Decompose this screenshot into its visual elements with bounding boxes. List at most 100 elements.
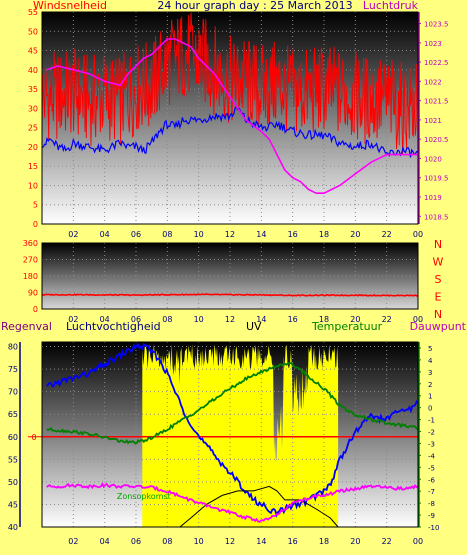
wind-y-tick-label: 0 bbox=[33, 220, 38, 229]
dewpoint-series bbox=[46, 482, 419, 523]
humidity-tick-label: 55 bbox=[8, 455, 18, 464]
wind-x-tick-label: 02 bbox=[68, 230, 78, 239]
wind-x-tick-label: 22 bbox=[382, 230, 392, 239]
wind-direction-series bbox=[41, 293, 419, 297]
wind-series bbox=[41, 11, 419, 194]
climate-x-tick-label: 10 bbox=[194, 537, 204, 546]
climate-x-tick-label: 22 bbox=[382, 537, 392, 546]
wind-y-tick-label: 15 bbox=[28, 162, 38, 171]
climate-x-tick-label: 18 bbox=[319, 537, 329, 546]
humidity-tick-label: 50 bbox=[8, 478, 18, 487]
direction-x-tick-label: 12 bbox=[225, 315, 235, 324]
pressure-tick-label: 1019 bbox=[424, 194, 442, 202]
climate-x-tick-label: 04 bbox=[100, 537, 110, 546]
temperature-tick-label: -8 bbox=[428, 500, 435, 508]
direction-x-tick-label: 02 bbox=[68, 315, 78, 324]
temperature-tick-label: -1 bbox=[428, 417, 435, 425]
pressure-tick-label: 1023.5 bbox=[424, 21, 449, 29]
wind-x-tick-label: 08 bbox=[162, 230, 172, 239]
wind-pressure-chart: 02 04 06 08 10 12 14 16 18 20 22 000510152025303540… bbox=[28, 0, 449, 239]
humidity-tick-label: 70 bbox=[8, 388, 18, 397]
climate-series bbox=[42, 342, 419, 528]
temperature-tick-label: -5 bbox=[428, 464, 435, 472]
climate-frame bbox=[41, 341, 419, 528]
dewpoint-label: Dauwpunt bbox=[410, 320, 467, 333]
direction-x-tick-label: 18 bbox=[319, 315, 329, 324]
climate-chart: 02 04 06 08 10 12 14 16 18 20 22 004045505560657075… bbox=[1, 320, 467, 546]
direction-x-tick-label: 08 bbox=[162, 315, 172, 324]
direction-frame bbox=[41, 242, 419, 310]
daylight-band bbox=[142, 344, 339, 527]
wind-right-label: Luchtdruk bbox=[363, 0, 419, 12]
rain-label: Regenval bbox=[1, 320, 52, 333]
wind-x-tick-label: 18 bbox=[319, 230, 329, 239]
temperature-tick-label: 0 bbox=[428, 405, 432, 413]
direction-y-tick-label: 360 bbox=[23, 239, 38, 248]
direction-x-tick-label: 04 bbox=[100, 315, 110, 324]
wind-y-tick-label: 50 bbox=[28, 27, 38, 36]
humidity-tick-label: 80 bbox=[8, 343, 18, 352]
wind-y-tick-label: 45 bbox=[28, 47, 38, 56]
wind-y-tick-label: 40 bbox=[28, 66, 38, 75]
temperature-tick-label: -6 bbox=[428, 476, 436, 484]
climate-x-tick-label: 14 bbox=[256, 537, 266, 546]
temperature-tick-label: 5 bbox=[428, 345, 432, 353]
pressure-tick-label: 1022 bbox=[424, 78, 442, 86]
compass-letter: N bbox=[434, 238, 442, 251]
climate-x-tick-label: 20 bbox=[350, 537, 360, 546]
daylight-area bbox=[142, 344, 339, 527]
direction-y-tick-label: 270 bbox=[23, 256, 38, 265]
rain-tick-label: 0 bbox=[31, 433, 36, 442]
wind-x-tick-label: 04 bbox=[100, 230, 110, 239]
wind-x-tick-label: 14 bbox=[256, 230, 266, 239]
direction-x-tick-label: 10 bbox=[194, 315, 204, 324]
pressure-tick-label: 1019.5 bbox=[424, 175, 449, 183]
pressure-tick-label: 1022.5 bbox=[424, 59, 449, 67]
wind-y-tick-label: 35 bbox=[28, 85, 38, 94]
compass-letter: S bbox=[435, 273, 442, 286]
humidity-series bbox=[46, 342, 419, 518]
temperature-tick-label: -9 bbox=[428, 512, 435, 520]
temperature-series bbox=[46, 361, 419, 445]
climate-x-tick-label: 08 bbox=[162, 537, 172, 546]
temperature-tick-label: 4 bbox=[428, 357, 433, 365]
wind-x-tick-label: 06 bbox=[131, 230, 141, 239]
humidity-tick-label: 75 bbox=[8, 365, 18, 374]
wind-y-tick-label: 10 bbox=[28, 181, 38, 190]
direction-y-tick-label: 0 bbox=[33, 305, 38, 314]
wind-y-tick-label: 5 bbox=[33, 201, 38, 210]
pressure-tick-label: 1020.5 bbox=[424, 136, 449, 144]
wind-average-series bbox=[41, 104, 419, 158]
wind-x-tick-label: 16 bbox=[288, 230, 298, 239]
humidity-tick-label: 40 bbox=[8, 523, 18, 532]
compass-letter: E bbox=[435, 291, 442, 304]
wind-x-tick-label: 12 bbox=[225, 230, 235, 239]
uv-series bbox=[142, 485, 339, 528]
direction-x-tick-label: 22 bbox=[382, 315, 392, 324]
temperature-tick-label: 3 bbox=[428, 369, 432, 377]
compass-letter: N bbox=[434, 308, 442, 321]
pressure-tick-label: 1018.5 bbox=[424, 213, 449, 221]
direction-x-tick-label: 20 bbox=[350, 315, 360, 324]
wind-frame bbox=[41, 11, 419, 225]
pressure-tick-label: 1021 bbox=[424, 117, 442, 125]
humidity-tick-label: 60 bbox=[8, 433, 18, 442]
pressure-tick-label: 1021.5 bbox=[424, 98, 449, 106]
climate-x-tick-label: 02 bbox=[68, 537, 78, 546]
direction-x-tick-label: 16 bbox=[288, 315, 298, 324]
direction-x-tick-label: 06 bbox=[131, 315, 141, 324]
climate-x-tick-label: 12 bbox=[225, 537, 235, 546]
pressure-tick-label: 1023 bbox=[424, 40, 442, 48]
wind-x-tick-label: 10 bbox=[194, 230, 204, 239]
wind-x-tick-label: 20 bbox=[350, 230, 360, 239]
chart-title: 24 hour graph day : 25 March 2013 bbox=[157, 0, 352, 12]
wind-gust-series bbox=[41, 11, 419, 155]
wind-x-tick-label: 00 bbox=[413, 230, 423, 239]
direction-y-tick-label: 90 bbox=[28, 289, 38, 298]
temperature-tick-label: -2 bbox=[428, 429, 435, 437]
sunrise-label: Zonsopkomst bbox=[117, 492, 171, 501]
wind-y-tick-label: 55 bbox=[28, 8, 38, 17]
pressure-series bbox=[46, 38, 418, 194]
